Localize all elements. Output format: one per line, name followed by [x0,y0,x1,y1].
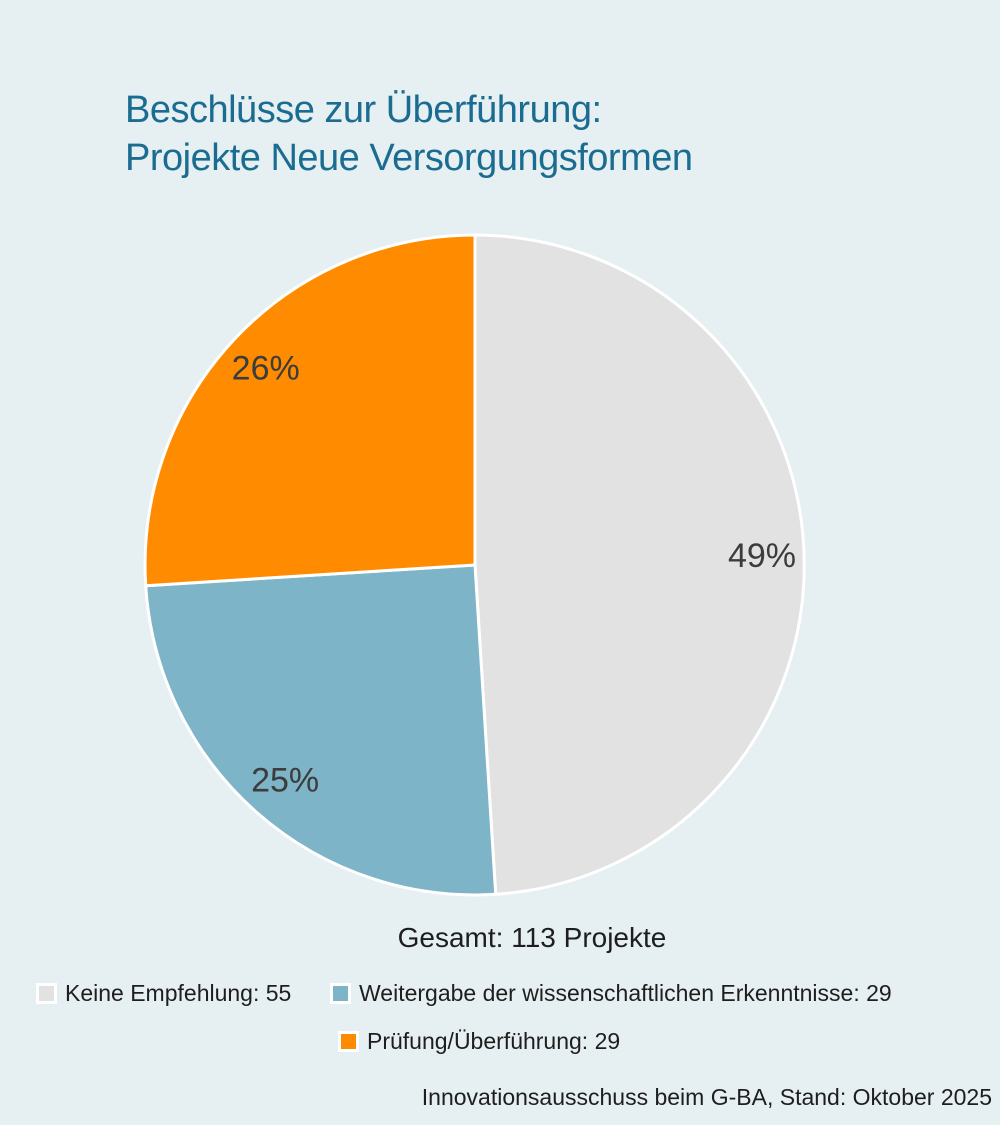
legend-swatch-pruefung [338,1031,359,1052]
pie-slice-3 [143,233,477,588]
legend-item-keine-empfehlung: Keine Empfehlung: 55 [36,980,291,1007]
source-note: Innovationsausschuss beim G-BA, Stand: O… [421,1084,992,1110]
legend-label-weitergabe: Weitergabe der wissenschaftlichen Erkenn… [359,980,892,1006]
chart-title-line-2: Projekte Neue Versorgungsformen [125,137,693,179]
legend-label-keine-empfehlung: Keine Empfehlung: 55 [65,980,292,1006]
pie-slice-1 [473,233,806,896]
legend-item-weitergabe: Weitergabe der wissenschaftlichen Erkenn… [330,980,892,1007]
pie-chart: 49% 25% 26% [143,233,806,897]
chart-title: Beschlüsse zur Überführung: Projekte Neu… [125,86,693,182]
legend-swatch-weitergabe [330,983,351,1004]
pie-percent-label-1: 49% [728,537,796,575]
pie-slice-2 [144,563,498,897]
total-label: Gesamt: 113 Projekte [397,922,667,953]
chart-title-line-1: Beschlüsse zur Überführung: [125,89,602,131]
legend-label-pruefung: Prüfung/Überführung: 29 [367,1028,621,1054]
legend-item-pruefung: Prüfung/Überführung: 29 [338,1028,620,1055]
pie-percent-label-2: 25% [251,761,319,799]
legend-swatch-keine-empfehlung [36,983,57,1004]
pie-percent-label-3: 26% [232,350,300,388]
